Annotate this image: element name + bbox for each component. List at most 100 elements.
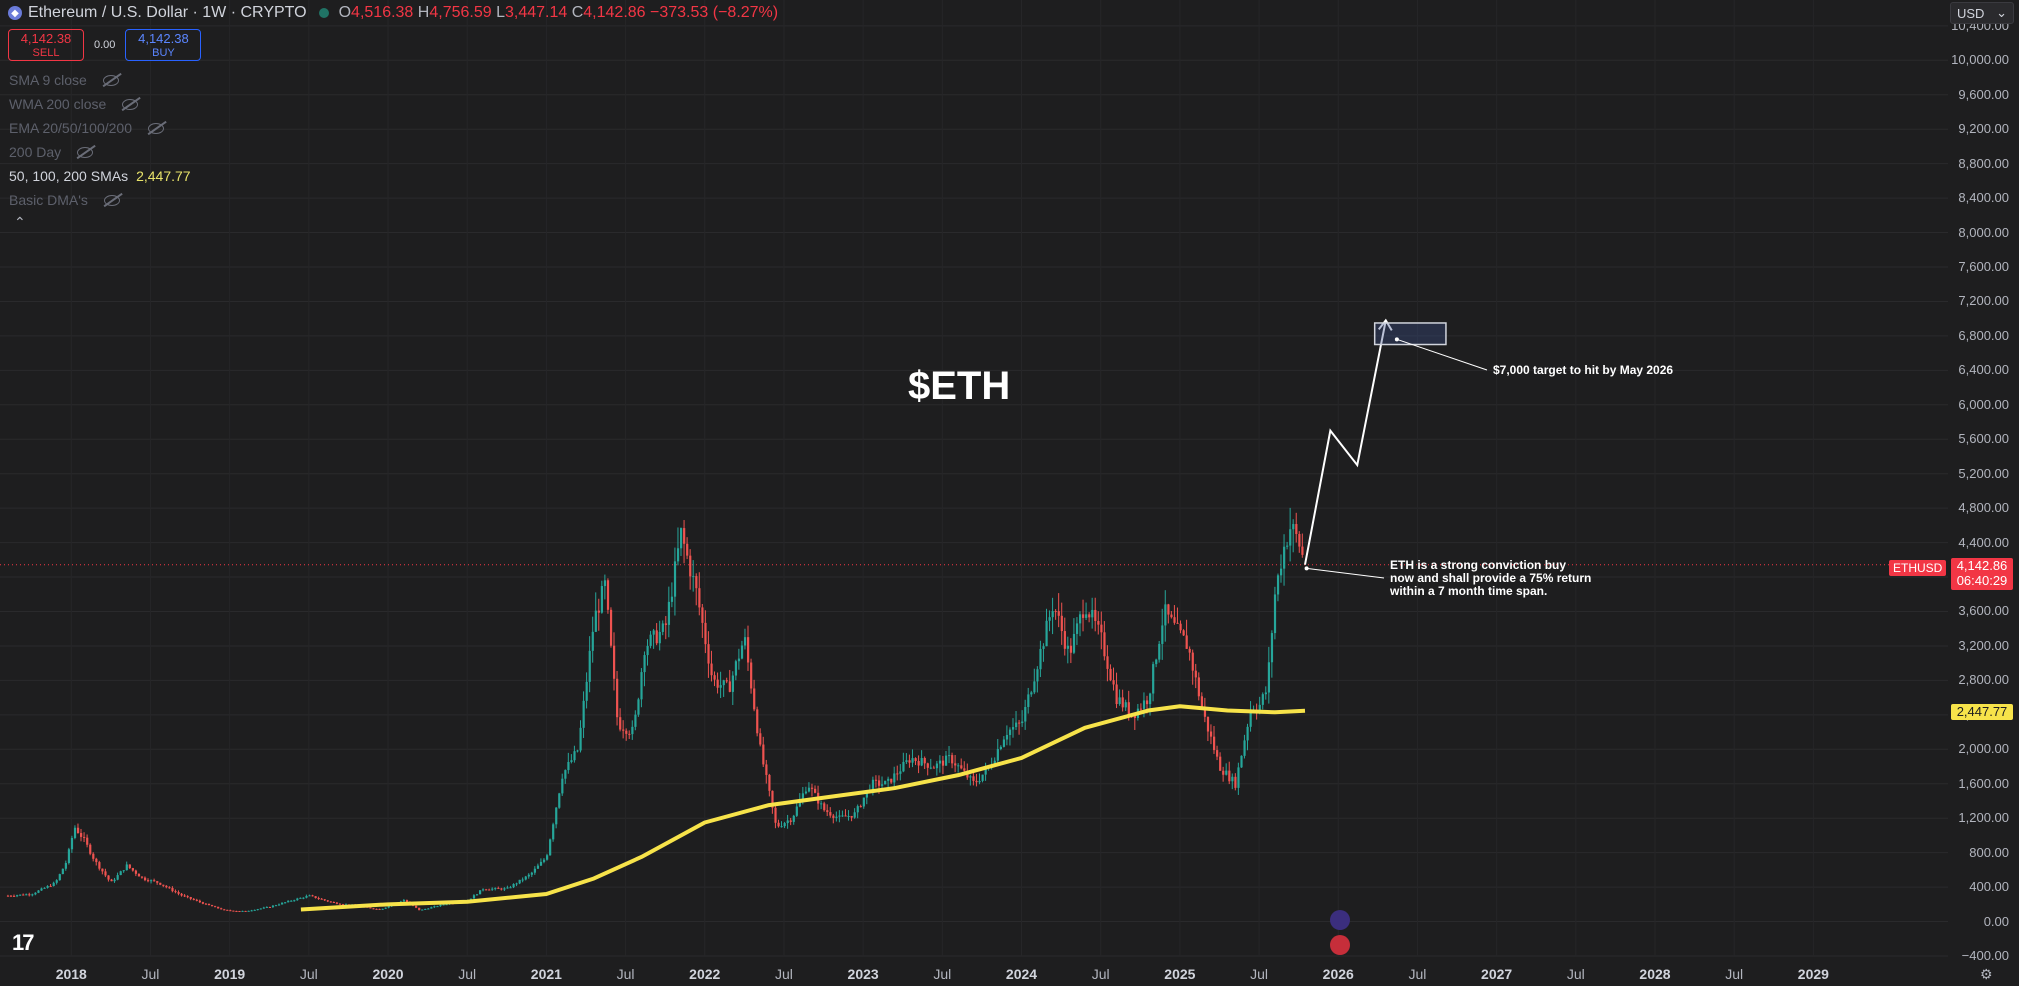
candle-body	[1286, 545, 1289, 547]
candle-body	[1015, 722, 1018, 728]
close-value: 4,142.86	[583, 4, 646, 21]
candle-body	[387, 906, 390, 908]
candle-body	[76, 827, 80, 834]
candle-body	[549, 839, 552, 856]
buy-button[interactable]: 4,142.38 BUY	[125, 29, 202, 61]
candle-body	[619, 717, 622, 730]
event-flag-icon[interactable]	[1330, 910, 1350, 930]
candle-body	[101, 868, 104, 872]
candle-body	[759, 733, 762, 745]
candle-body	[427, 908, 430, 910]
candle-body	[1243, 740, 1246, 756]
time-tick-label: 2019	[214, 966, 246, 982]
price-tick-label: 8,800.00	[1958, 155, 2009, 171]
candle-body	[646, 645, 649, 656]
time-tick-label: 2028	[1639, 966, 1671, 982]
candle-body	[1185, 635, 1188, 649]
candle-body	[1225, 770, 1228, 775]
indicator-row[interactable]: EMA 20/50/100/200	[9, 116, 191, 140]
candle-body	[731, 675, 734, 692]
candle-body	[125, 864, 128, 871]
chart-grid	[0, 25, 1948, 957]
time-tick-label: Jul	[299, 966, 318, 982]
price-tick-label: 6,800.00	[1958, 327, 2009, 343]
candle-body	[128, 864, 131, 869]
time-tick-label: Jul	[458, 966, 477, 982]
target-note[interactable]: $7,000 target to hit by May 2026	[1493, 363, 1674, 377]
candle-body	[64, 862, 67, 869]
candle-body	[1179, 623, 1182, 631]
candle-body	[768, 774, 771, 791]
candle-body	[1258, 704, 1261, 712]
candle-body	[89, 844, 92, 854]
candle-body	[500, 888, 503, 890]
candle-body	[244, 910, 247, 912]
candle-body	[996, 749, 999, 761]
settings-icon[interactable]: ⚙	[1980, 966, 1993, 982]
chart-annotation-title[interactable]: $ETH	[908, 364, 1011, 408]
candle-body	[823, 803, 826, 811]
candle-body	[865, 790, 868, 798]
candle-body	[591, 631, 594, 651]
candle-body	[765, 764, 768, 775]
candle-body	[616, 678, 619, 718]
candle-body	[740, 645, 744, 659]
candle-body	[332, 901, 336, 903]
candle-body	[780, 826, 783, 828]
candle-body	[86, 837, 89, 845]
eye-hidden-icon[interactable]	[148, 122, 164, 134]
indicator-label: 50, 100, 200 SMAs	[9, 168, 129, 184]
candle-body	[944, 755, 948, 766]
candle-body	[545, 855, 549, 860]
candle-body	[960, 765, 963, 769]
candle-body	[1024, 706, 1027, 722]
target-leader-line	[1396, 338, 1488, 371]
currency-select[interactable]: USD ⌄	[1950, 2, 2014, 24]
ethereum-icon: ◆	[8, 6, 22, 20]
indicator-row[interactable]: WMA 200 close	[9, 92, 191, 116]
candle-body	[55, 880, 58, 883]
candle-body	[1264, 692, 1267, 695]
candle-body	[750, 662, 753, 689]
candle-body	[606, 580, 610, 610]
candle-body	[923, 757, 926, 764]
eye-hidden-icon[interactable]	[77, 146, 94, 158]
indicator-row[interactable]: 200 Day	[9, 140, 191, 164]
eye-hidden-icon[interactable]	[102, 74, 119, 86]
candles-series	[6, 507, 1304, 912]
candle-body	[695, 576, 698, 589]
candle-body	[972, 776, 975, 781]
candle-body	[61, 868, 64, 875]
candle-body	[147, 880, 150, 882]
eye-hidden-icon[interactable]	[103, 194, 120, 206]
candle-body	[247, 910, 250, 912]
sell-button[interactable]: 4,142.38 SELL	[8, 29, 84, 61]
candle-body	[567, 762, 570, 771]
indicator-row[interactable]: 50, 100, 200 SMAs 2,447.77	[9, 164, 191, 188]
candle-body	[314, 896, 317, 899]
candle-body	[415, 905, 418, 908]
collapse-chevron-icon[interactable]: ⌃	[14, 214, 26, 230]
eye-hidden-icon[interactable]	[122, 98, 139, 110]
indicator-row[interactable]: SMA 9 close	[9, 68, 191, 92]
high-value: 4,756.59	[429, 4, 492, 21]
price-axis[interactable]: 10,400.00 10,000.00 9,600.00 9,200.00 8,800.…	[1948, 0, 2019, 986]
indicator-row[interactable]: Basic DMA's	[9, 188, 191, 212]
candle-body	[119, 871, 122, 876]
symbol-title[interactable]: Ethereum / U.S. Dollar · 1W · CRYPTO	[28, 4, 307, 21]
candle-body	[762, 744, 765, 765]
us-flag-icon[interactable]	[1330, 935, 1350, 955]
candle-body	[1176, 622, 1179, 624]
candle-body	[311, 895, 314, 897]
time-tick-label: Jul	[1408, 966, 1427, 982]
candle-body	[570, 760, 573, 763]
candle-body	[46, 885, 49, 888]
indicator-legend: SMA 9 close WMA 200 close EMA 20/50/100/…	[9, 68, 191, 212]
candle-body	[159, 882, 162, 885]
candle-body	[585, 681, 588, 701]
candle-body	[652, 630, 655, 635]
candle-body	[482, 889, 485, 891]
conviction-note[interactable]: ETH is a strong conviction buy now and s…	[1390, 559, 1591, 598]
candle-body	[302, 897, 305, 899]
